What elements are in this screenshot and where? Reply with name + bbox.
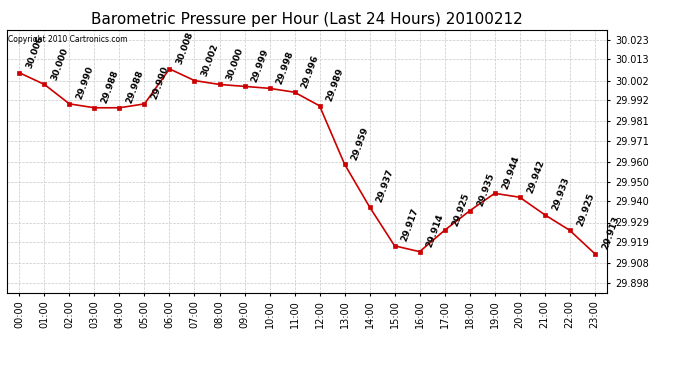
Title: Barometric Pressure per Hour (Last 24 Hours) 20100212: Barometric Pressure per Hour (Last 24 Ho… — [91, 12, 523, 27]
Text: 29.933: 29.933 — [550, 176, 571, 212]
Text: 29.944: 29.944 — [500, 154, 521, 190]
Text: 30.006: 30.006 — [25, 35, 45, 70]
Text: 29.999: 29.999 — [250, 48, 270, 84]
Text: 29.990: 29.990 — [75, 65, 95, 101]
Text: 29.942: 29.942 — [525, 159, 546, 195]
Text: 30.002: 30.002 — [200, 42, 220, 78]
Text: 29.998: 29.998 — [275, 50, 295, 86]
Text: 30.000: 30.000 — [50, 46, 70, 82]
Text: 29.959: 29.959 — [350, 125, 371, 161]
Text: 29.925: 29.925 — [575, 192, 595, 228]
Text: 30.000: 30.000 — [225, 46, 245, 82]
Text: 29.914: 29.914 — [425, 213, 446, 249]
Text: 29.935: 29.935 — [475, 172, 495, 208]
Text: 29.925: 29.925 — [450, 192, 471, 228]
Text: 29.937: 29.937 — [375, 168, 395, 204]
Text: 30.008: 30.008 — [175, 31, 195, 66]
Text: 29.996: 29.996 — [300, 54, 321, 90]
Text: 29.917: 29.917 — [400, 207, 421, 243]
Text: Copyright 2010 Cartronics.com: Copyright 2010 Cartronics.com — [8, 35, 128, 44]
Text: 29.989: 29.989 — [325, 67, 346, 103]
Text: 29.988: 29.988 — [100, 69, 120, 105]
Text: 29.990: 29.990 — [150, 65, 170, 101]
Text: 29.913: 29.913 — [600, 215, 620, 251]
Text: 29.988: 29.988 — [125, 69, 146, 105]
